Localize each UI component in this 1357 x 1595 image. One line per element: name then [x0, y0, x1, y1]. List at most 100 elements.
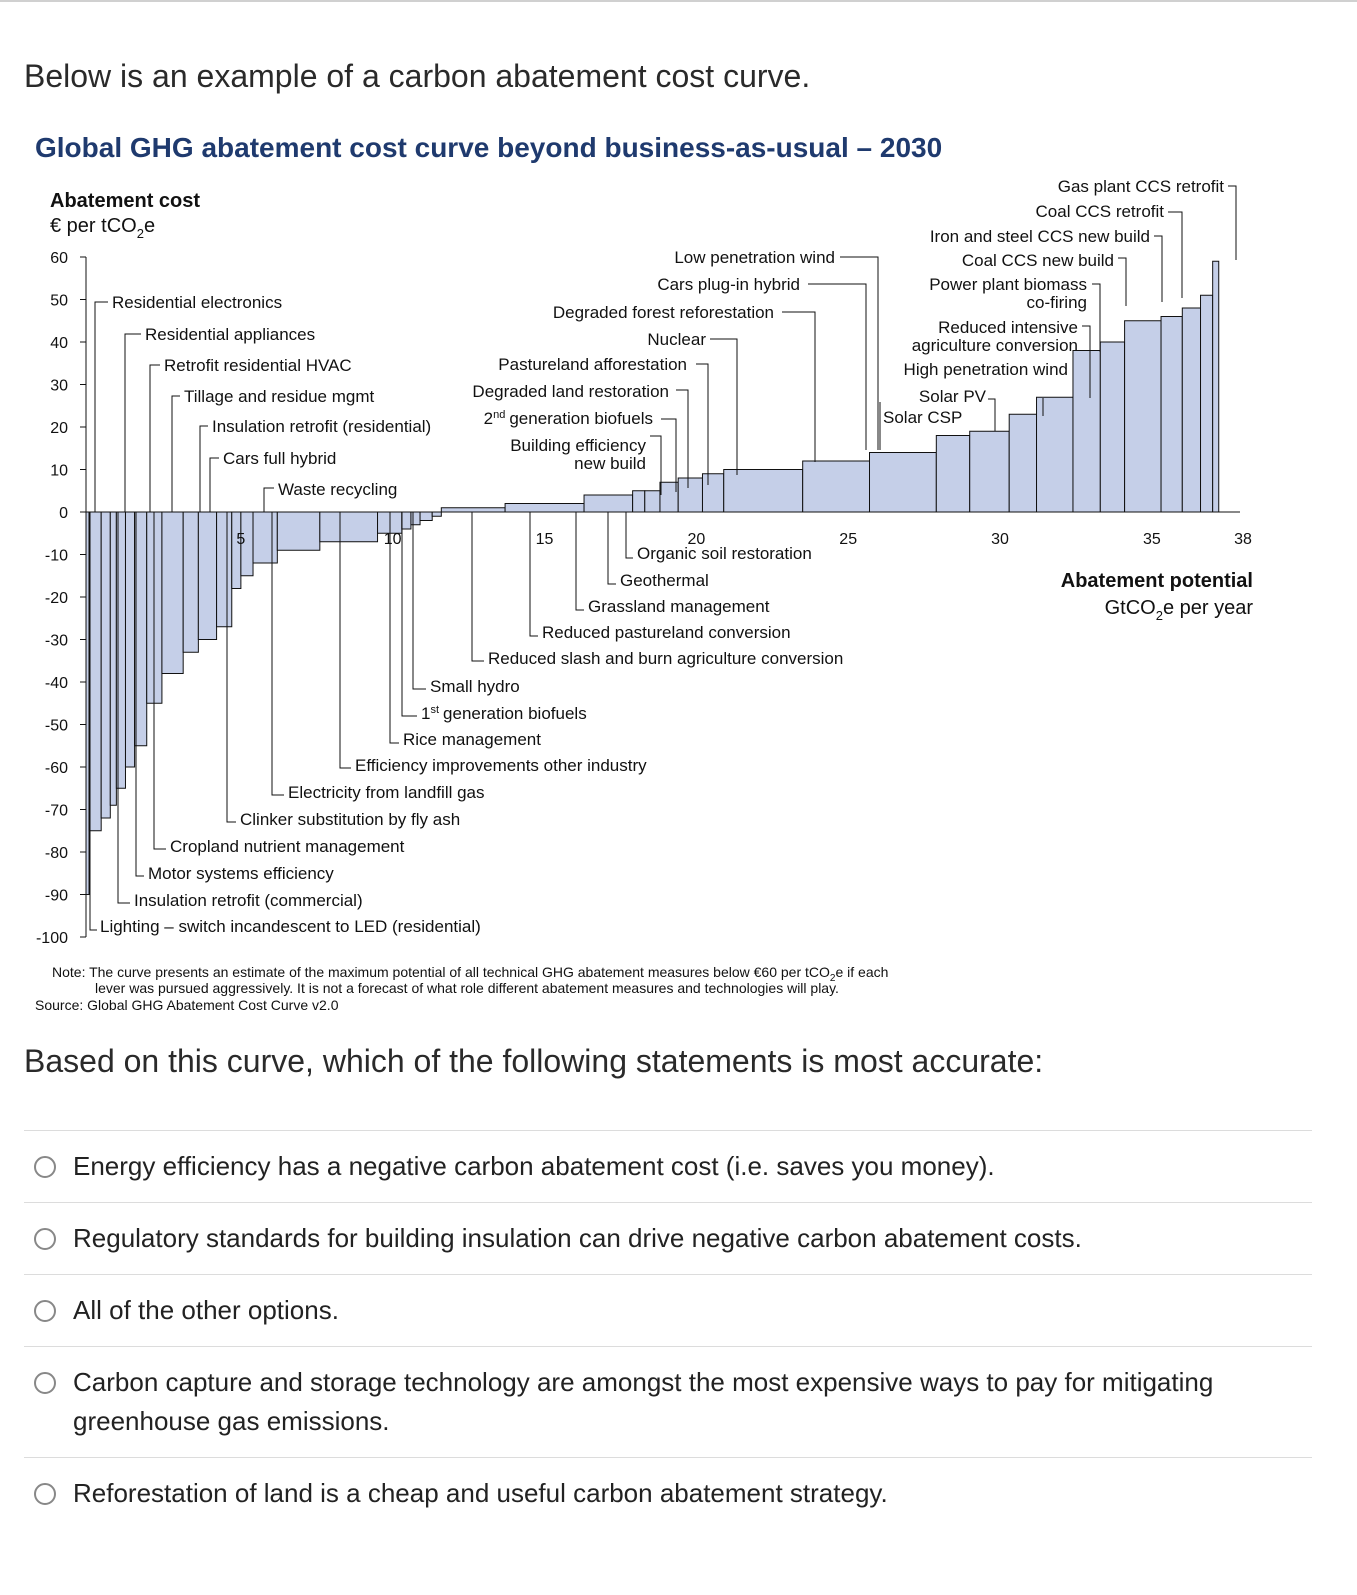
y-tick-label: 50	[50, 293, 68, 310]
annot-waste-recycling: Waste recycling	[278, 480, 397, 499]
radio-button[interactable]	[34, 1300, 56, 1322]
y-tick-label: 60	[50, 250, 68, 267]
cost-bar	[401, 511, 412, 530]
y-tick-label: 10	[50, 463, 68, 480]
annot-residential-electronics: Residential electronics	[112, 293, 282, 312]
annot-organic-soil: Organic soil restoration	[637, 544, 812, 563]
annot-cars-full-hybrid: Cars full hybrid	[223, 449, 336, 468]
y-tick-label: -50	[45, 718, 68, 735]
cost-bar	[161, 511, 184, 674]
annot-low-wind: Low penetration wind	[674, 248, 835, 267]
top-divider	[0, 0, 1357, 2]
annot-insulation-residential: Insulation retrofit (residential)	[212, 417, 431, 436]
annot-clinker: Clinker substitution by fly ash	[240, 810, 460, 829]
y-axis-unit: € per tCO2e	[50, 215, 155, 241]
leader-lines-above	[94, 185, 1237, 512]
cost-bar	[869, 452, 937, 513]
cost-bar	[583, 494, 634, 513]
annot-reduced-intensive: Reduced intensive	[938, 318, 1078, 337]
option-reforestation[interactable]: Reforestation of land is a cheap and use…	[24, 1457, 1312, 1529]
annot-forest-reforestation: Degraded forest reforestation	[553, 303, 774, 322]
y-tick-label: -80	[45, 845, 68, 862]
cost-bar	[1008, 413, 1038, 513]
annot-efficiency-other-industry: Efficiency improvements other industry	[355, 756, 647, 775]
annot-residential-appliances: Residential appliances	[145, 325, 315, 344]
y-tick-label: -90	[45, 888, 68, 905]
cost-bar	[440, 507, 506, 513]
radio-button[interactable]	[34, 1228, 56, 1250]
cost-bar	[1124, 320, 1162, 513]
option-label: Regulatory standards for building insula…	[73, 1223, 1082, 1253]
x-tick-label: 15	[536, 531, 554, 548]
x-tick-label: 25	[839, 531, 857, 548]
cost-bar	[1072, 350, 1101, 513]
annot-plugin-hybrid: Cars plug-in hybrid	[657, 275, 800, 294]
annot-solar-pv: Solar PV	[919, 387, 987, 406]
option-label: All of the other options.	[73, 1295, 339, 1325]
annot-pastureland-afforestation: Pastureland afforestation	[498, 355, 687, 374]
annot-slash-burn: Reduced slash and burn agriculture conve…	[488, 649, 843, 668]
chart-note-line1: Note: The curve presents an estimate of …	[52, 964, 888, 984]
y-tick-label: 20	[50, 420, 68, 437]
cost-bar	[124, 511, 136, 768]
cost-bar	[1181, 307, 1202, 513]
annot-reduced-pastureland: Reduced pastureland conversion	[542, 623, 791, 642]
cost-bar	[410, 511, 421, 526]
radio-button[interactable]	[34, 1156, 56, 1178]
y-tick-label: 30	[50, 378, 68, 395]
option-label: Energy efficiency has a negative carbon …	[73, 1151, 995, 1181]
leader-lines-below	[89, 512, 633, 931]
cost-bar	[1200, 294, 1214, 513]
cost-bar	[723, 469, 804, 513]
cost-bar	[701, 473, 725, 513]
abatement-cost-chart: Global GHG abatement cost curve beyond b…	[35, 132, 1254, 1013]
y-axis-label: Abatement cost	[50, 190, 200, 212]
cost-bar	[677, 477, 703, 513]
cost-bar	[182, 511, 199, 653]
option-carbon-capture[interactable]: Carbon capture and storage technology ar…	[24, 1346, 1312, 1457]
cost-bar	[109, 511, 117, 806]
cost-bar	[231, 511, 242, 589]
y-tick-label: -40	[45, 675, 68, 692]
cost-curve-bars	[85, 260, 1220, 895]
annot-geothermal: Geothermal	[620, 571, 709, 590]
chart-source: Source: Global GHG Abatement Cost Curve …	[35, 997, 339, 1013]
annot-building-efficiency: Building efficiency	[510, 436, 646, 455]
annot-coal-ccs-retrofit: Coal CCS retrofit	[1036, 202, 1165, 221]
cost-bar	[252, 511, 278, 564]
x-tick-label: 5	[236, 531, 245, 548]
y-tick-label: -20	[45, 590, 68, 607]
chart-title: Global GHG abatement cost curve beyond b…	[35, 132, 942, 163]
cost-bar	[659, 481, 679, 513]
radio-button[interactable]	[34, 1483, 56, 1505]
annot-degraded-land: Degraded land restoration	[472, 382, 669, 401]
annot-tillage: Tillage and residue mgmt	[184, 387, 375, 406]
option-energy-efficiency[interactable]: Energy efficiency has a negative carbon …	[24, 1130, 1312, 1202]
annot-cropland-nutrient: Cropland nutrient management	[170, 837, 405, 856]
chart-note-line2: lever was pursued aggressively. It is no…	[95, 980, 839, 996]
radio-button[interactable]	[34, 1372, 56, 1394]
annot-2nd-gen-biofuels: 2nd generation biofuels	[484, 409, 653, 428]
cost-bar	[1212, 260, 1220, 513]
annot-iron-steel-ccs: Iron and steel CCS new build	[930, 227, 1150, 246]
cost-bar	[504, 503, 585, 513]
option-regulatory-standards[interactable]: Regulatory standards for building insula…	[24, 1202, 1312, 1274]
option-all-of-the-other[interactable]: All of the other options.	[24, 1274, 1312, 1346]
x-axis-label: Abatement potential	[1061, 570, 1253, 592]
y-tick-label: -100	[36, 930, 68, 947]
y-tick-label: -60	[45, 760, 68, 777]
annot-coal-ccs-new: Coal CCS new build	[962, 251, 1114, 270]
cost-bar	[644, 490, 661, 513]
x-axis-ticks: 5 10 15 20 25 30 35 38	[236, 531, 1252, 548]
question-text: Based on this curve, which of the follow…	[24, 1043, 1044, 1079]
cost-bar	[431, 511, 442, 517]
annot-rice-management: Rice management	[403, 730, 541, 749]
annot-1st-gen-biofuels: 1st generation biofuels	[421, 704, 587, 723]
annot-gas-ccs: Gas plant CCS retrofit	[1058, 177, 1225, 196]
answer-options: Energy efficiency has a negative carbon …	[24, 1130, 1312, 1529]
intro-text: Below is an example of a carbon abatemen…	[24, 58, 811, 94]
x-tick-label: 38	[1234, 531, 1252, 548]
annot-grassland: Grassland management	[588, 597, 770, 616]
cost-bar	[1036, 396, 1074, 513]
x-axis-unit: GtCO2e per year	[1105, 597, 1254, 623]
